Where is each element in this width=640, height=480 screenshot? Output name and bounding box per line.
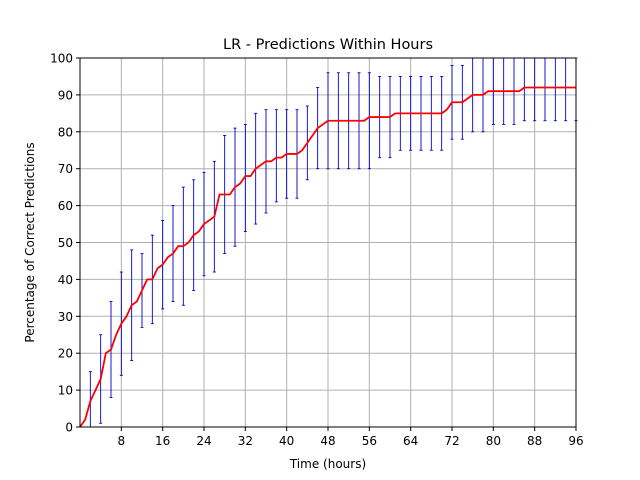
x-tick-label: 8 [118, 434, 126, 448]
y-tick-label: 100 [50, 52, 73, 66]
x-axis-label: Time (hours) [289, 457, 366, 471]
x-tick-label: 40 [279, 434, 294, 448]
x-tick-label: 80 [486, 434, 501, 448]
chart-title: LR - Predictions Within Hours [223, 37, 433, 53]
y-axis-ticks: 0 10 20 30 40 50 60 70 80 90 100 [50, 52, 80, 435]
x-tick-label: 72 [444, 434, 459, 448]
y-tick-label: 0 [65, 421, 73, 435]
y-tick-label: 90 [58, 88, 73, 102]
x-tick-label: 16 [155, 434, 170, 448]
x-axis-ticks: 8 16 24 32 40 48 56 64 72 80 88 96 [118, 427, 584, 448]
y-tick-label: 50 [58, 236, 73, 250]
x-tick-label: 32 [238, 434, 253, 448]
series-line [79, 86, 576, 428]
y-tick-label: 10 [58, 384, 73, 398]
x-tick-label: 24 [196, 434, 211, 448]
y-tick-label: 30 [58, 310, 73, 324]
x-tick-label: 88 [527, 434, 542, 448]
y-tick-label: 60 [58, 199, 73, 213]
x-tick-label: 56 [362, 434, 377, 448]
y-axis-label: Percentage of Correct Predictions [23, 142, 37, 342]
y-tick-label: 40 [58, 273, 73, 287]
x-tick-label: 64 [403, 434, 418, 448]
series-line-group [79, 86, 576, 428]
y-tick-label: 20 [58, 347, 73, 361]
x-tick-label: 96 [568, 434, 583, 448]
x-tick-label: 48 [320, 434, 335, 448]
y-tick-label: 70 [58, 162, 73, 176]
y-tick-label: 80 [58, 125, 73, 139]
